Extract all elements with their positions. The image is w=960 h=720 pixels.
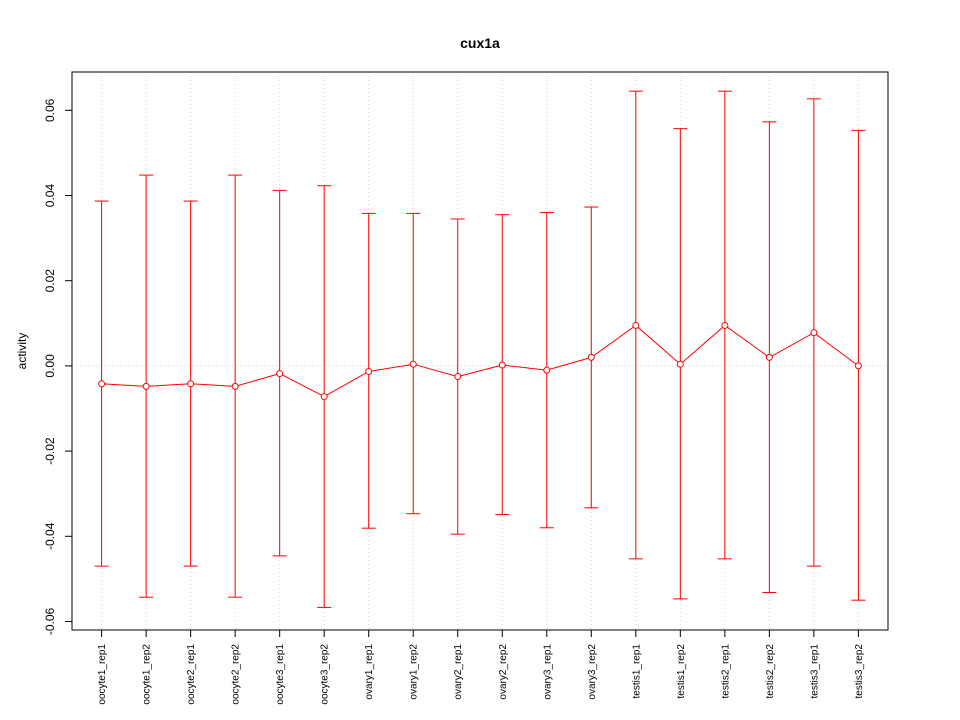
- data-point: [632, 321, 640, 329]
- x-tick-label: testis3_rep1: [809, 644, 820, 699]
- data-point: [454, 373, 462, 381]
- data-point: [409, 360, 417, 368]
- y-tick-label: -0.06: [43, 607, 57, 635]
- plot-frame: [71, 71, 889, 631]
- x-tick-label: ovary1_rep2: [409, 644, 420, 700]
- x-axis: oocyte1_rep1 oocyte1_rep2 oocyte2_rep1 oocy…: [97, 630, 865, 705]
- data-point: [365, 367, 373, 375]
- data-point: [276, 370, 284, 378]
- x-tick-label: testis2_rep2: [765, 644, 776, 699]
- x-tick-label: ovary3_rep1: [542, 644, 553, 700]
- data-point: [142, 382, 150, 390]
- data-point: [810, 329, 818, 337]
- x-tick-label: testis1_rep1: [631, 644, 642, 699]
- y-tick-label: 0.04: [43, 184, 57, 208]
- data-point: [676, 360, 684, 368]
- data-point: [231, 382, 239, 390]
- y-tick-label: -0.04: [43, 522, 57, 550]
- y-tick-label: 0.06: [43, 98, 57, 122]
- data-point: [543, 366, 551, 374]
- chart-title: cux1a: [460, 35, 500, 51]
- series-line: [101, 324, 859, 398]
- data-point: [765, 353, 773, 361]
- data-point: [498, 361, 506, 369]
- data-point: [587, 353, 595, 361]
- x-tick-label: oocyte3_rep1: [275, 644, 286, 705]
- data-point: [320, 393, 328, 401]
- x-tick-label: oocyte2_rep1: [186, 644, 197, 705]
- y-tick-label: -0.02: [43, 437, 57, 465]
- x-tick-label: oocyte3_rep2: [320, 644, 331, 705]
- y-axis: -0.06 -0.04 -0.02 0.00 0.02 0.04 0.06: [43, 98, 72, 635]
- x-tick-label: oocyte2_rep2: [231, 644, 242, 705]
- x-tick-label: oocyte1_rep1: [97, 644, 108, 705]
- data-point: [854, 362, 862, 370]
- data-point: [98, 380, 106, 388]
- x-tick-label: testis1_rep2: [676, 644, 687, 699]
- grid: [72, 72, 888, 630]
- x-tick-label: oocyte1_rep2: [142, 644, 153, 705]
- x-tick-label: ovary2_rep1: [453, 644, 464, 700]
- y-tick-label: 0.02: [43, 269, 57, 293]
- x-tick-label: ovary1_rep1: [364, 644, 375, 700]
- data-point: [721, 321, 729, 329]
- x-tick-label: testis2_rep1: [720, 644, 731, 699]
- x-tick-label: ovary3_rep2: [587, 644, 598, 700]
- y-tick-label: 0.00: [43, 354, 57, 378]
- data-point: [187, 380, 195, 388]
- y-axis-label: activity: [15, 333, 29, 370]
- x-tick-label: ovary2_rep2: [498, 644, 509, 700]
- x-tick-label: testis3_rep2: [854, 644, 865, 699]
- series-layer: [94, 90, 866, 608]
